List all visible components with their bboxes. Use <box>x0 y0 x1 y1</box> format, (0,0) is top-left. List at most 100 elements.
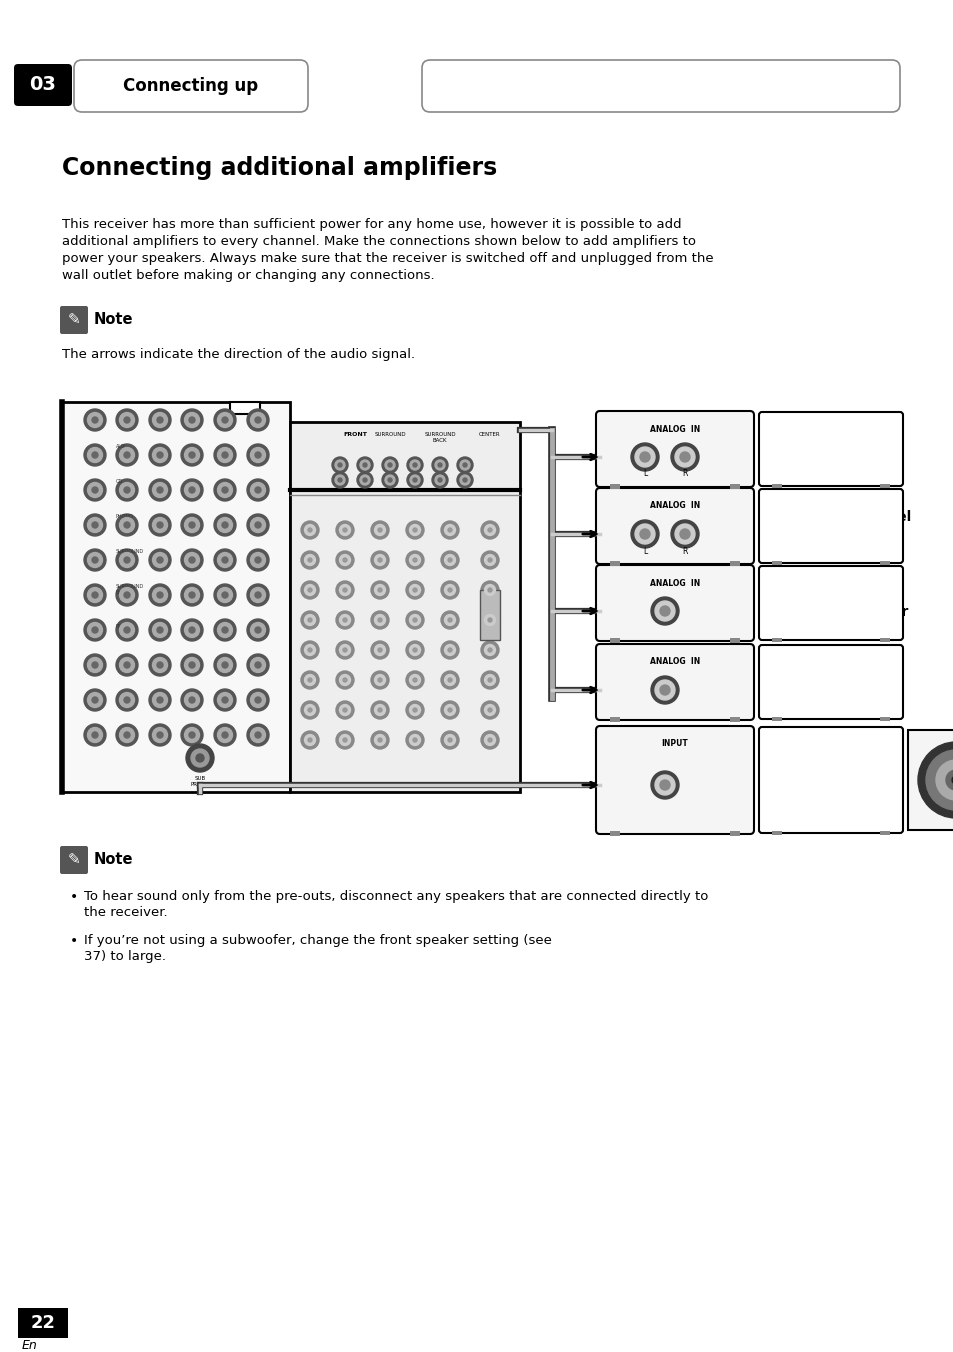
Text: L: L <box>642 469 646 479</box>
Circle shape <box>406 641 423 658</box>
Circle shape <box>371 641 389 658</box>
Bar <box>879 831 889 836</box>
Circle shape <box>119 448 134 462</box>
Circle shape <box>91 731 98 738</box>
Text: FRONT: FRONT <box>116 625 132 629</box>
Circle shape <box>84 619 106 641</box>
Circle shape <box>88 448 102 462</box>
Circle shape <box>413 677 416 681</box>
Circle shape <box>213 514 235 535</box>
Circle shape <box>406 521 423 539</box>
Circle shape <box>189 452 194 458</box>
Circle shape <box>462 479 467 483</box>
Circle shape <box>670 443 699 470</box>
Circle shape <box>213 725 235 746</box>
Circle shape <box>116 514 138 535</box>
Circle shape <box>308 618 312 622</box>
Circle shape <box>217 448 233 462</box>
Bar <box>18 1307 68 1338</box>
Circle shape <box>191 749 209 767</box>
FancyBboxPatch shape <box>759 645 902 719</box>
Text: ANALOG  IN: ANALOG IN <box>649 425 700 434</box>
Circle shape <box>301 611 318 629</box>
Bar <box>609 831 619 836</box>
Circle shape <box>639 452 649 462</box>
Text: 22: 22 <box>30 1314 55 1332</box>
Circle shape <box>251 518 265 533</box>
Circle shape <box>304 584 315 595</box>
FancyBboxPatch shape <box>596 644 753 721</box>
Circle shape <box>440 611 458 629</box>
Circle shape <box>406 611 423 629</box>
Circle shape <box>444 704 455 715</box>
Circle shape <box>124 698 130 703</box>
Circle shape <box>371 671 389 690</box>
Circle shape <box>448 618 452 622</box>
Circle shape <box>119 657 134 672</box>
FancyBboxPatch shape <box>596 565 753 641</box>
Circle shape <box>157 698 163 703</box>
Circle shape <box>116 654 138 676</box>
Text: If you’re not using a subwoofer, change the front speaker setting (see: If you’re not using a subwoofer, change … <box>84 934 556 946</box>
Circle shape <box>301 581 318 599</box>
Bar <box>609 484 619 489</box>
Circle shape <box>116 443 138 466</box>
Circle shape <box>217 692 233 707</box>
Bar <box>771 831 781 836</box>
Circle shape <box>186 744 213 772</box>
Circle shape <box>124 452 130 458</box>
Circle shape <box>213 690 235 711</box>
Circle shape <box>91 698 98 703</box>
Circle shape <box>375 734 385 745</box>
Circle shape <box>335 460 345 470</box>
Circle shape <box>116 479 138 502</box>
Text: 03: 03 <box>30 76 56 95</box>
Bar <box>771 717 781 721</box>
Circle shape <box>630 443 659 470</box>
Circle shape <box>951 776 953 784</box>
Circle shape <box>149 619 171 641</box>
Text: amplifier: amplifier <box>771 684 841 698</box>
Circle shape <box>184 692 199 707</box>
Circle shape <box>377 648 381 652</box>
Circle shape <box>480 521 498 539</box>
Circle shape <box>304 704 315 715</box>
Circle shape <box>413 558 416 562</box>
Circle shape <box>157 522 163 529</box>
Text: wall outlet before making or changing any connections.: wall outlet before making or changing an… <box>62 269 435 283</box>
Circle shape <box>222 487 228 493</box>
Circle shape <box>91 627 98 633</box>
FancyBboxPatch shape <box>60 306 88 334</box>
Circle shape <box>335 521 354 539</box>
Circle shape <box>116 725 138 746</box>
Circle shape <box>343 677 347 681</box>
Text: L: L <box>642 546 646 556</box>
Text: R: R <box>681 469 687 479</box>
Circle shape <box>343 738 347 742</box>
Circle shape <box>440 552 458 569</box>
Text: Front channel: Front channel <box>771 433 879 448</box>
Circle shape <box>247 725 269 746</box>
Circle shape <box>375 525 385 535</box>
Circle shape <box>181 690 203 711</box>
Circle shape <box>189 522 194 529</box>
Circle shape <box>343 648 347 652</box>
Circle shape <box>444 615 455 626</box>
Circle shape <box>124 416 130 423</box>
Circle shape <box>448 588 452 592</box>
Text: Powered: Powered <box>771 764 840 777</box>
Circle shape <box>407 457 422 473</box>
Circle shape <box>339 704 350 715</box>
Circle shape <box>217 727 233 742</box>
Circle shape <box>184 622 199 638</box>
Circle shape <box>488 708 492 713</box>
Text: PHONO: PHONO <box>116 514 133 519</box>
Circle shape <box>650 598 679 625</box>
Circle shape <box>655 602 675 621</box>
Circle shape <box>435 475 444 485</box>
Circle shape <box>119 412 134 427</box>
Circle shape <box>84 410 106 431</box>
Circle shape <box>480 581 498 599</box>
Circle shape <box>217 588 233 603</box>
Circle shape <box>254 698 261 703</box>
